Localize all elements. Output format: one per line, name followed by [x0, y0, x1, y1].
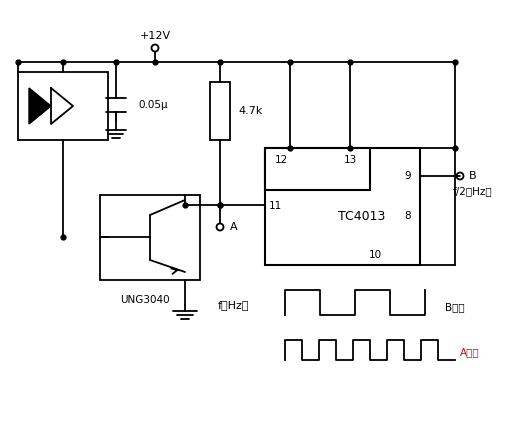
Text: A输出: A输出	[460, 347, 480, 357]
Text: 4.7k: 4.7k	[238, 106, 262, 116]
Text: f（Hz）: f（Hz）	[218, 300, 250, 310]
Bar	[210, 82, 230, 140]
Text: TC4013: TC4013	[338, 210, 385, 223]
Bar	[265, 148, 370, 190]
Polygon shape	[29, 88, 51, 124]
Text: 8: 8	[405, 211, 411, 221]
Text: 0.05μ: 0.05μ	[138, 100, 168, 110]
Text: 9: 9	[405, 171, 411, 181]
Text: B: B	[469, 171, 477, 181]
Text: 12: 12	[275, 155, 287, 165]
Text: 11: 11	[268, 201, 282, 211]
Bar	[265, 148, 420, 265]
Text: B输出: B输出	[445, 302, 464, 312]
Text: f/2（Hz）: f/2（Hz）	[453, 186, 493, 196]
Text: UNG3040: UNG3040	[120, 295, 170, 305]
Bar	[100, 195, 200, 280]
Text: A: A	[230, 222, 238, 232]
Text: 13: 13	[343, 155, 357, 165]
Text: +12V: +12V	[139, 31, 171, 41]
Text: 10: 10	[368, 250, 381, 260]
Bar	[18, 72, 108, 140]
